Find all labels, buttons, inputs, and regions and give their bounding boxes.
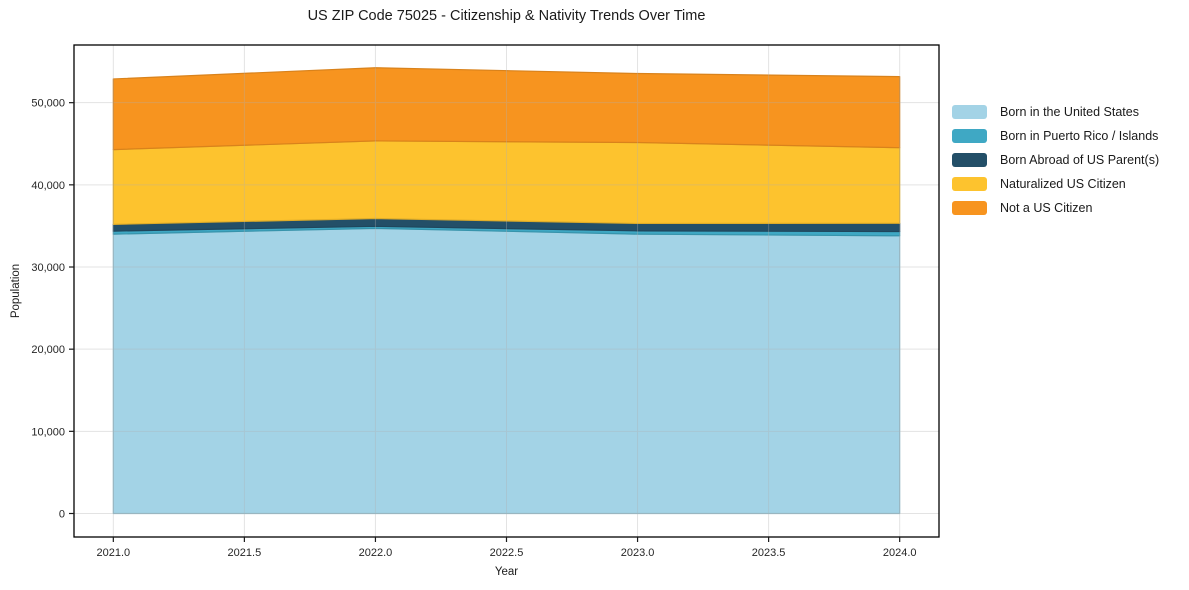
legend-swatch (952, 176, 987, 191)
legend-row-0: Born in the United States (952, 104, 1159, 119)
legend-row-3: Naturalized US Citizen (952, 176, 1159, 191)
x-tick-label: 2022.0 (359, 547, 393, 559)
area-series-4 (112, 67, 901, 151)
legend-label: Born Abroad of US Parent(s) (1000, 152, 1160, 167)
legend-swatch (952, 152, 987, 167)
x-tick-label: 2022.5 (490, 547, 524, 559)
x-tick-label: 2021.0 (96, 547, 130, 559)
y-tick-label: 0 (59, 509, 65, 521)
y-tick-label: 10,000 (31, 426, 65, 438)
y-tick-label: 30,000 (31, 262, 65, 274)
legend-label: Born in the United States (1000, 104, 1139, 119)
legend-swatch (952, 128, 987, 143)
y-tick-label: 50,000 (31, 98, 65, 110)
legend-row-4: Not a US Citizen (952, 200, 1159, 215)
x-tick-label: 2024.0 (883, 547, 917, 559)
legend-label: Not a US Citizen (1000, 200, 1093, 215)
legend-row-1: Born in Puerto Rico / Islands (952, 128, 1159, 143)
legend-label: Naturalized US Citizen (1000, 176, 1126, 191)
x-axis-label: Year (494, 566, 519, 578)
grid-layer (74, 45, 939, 537)
x-tick-label: 2023.0 (621, 547, 655, 559)
legend-swatch (952, 104, 987, 119)
legend-label: Born in Puerto Rico / Islands (1000, 128, 1159, 143)
legend: Born in the United States Born in Puerto … (952, 104, 1159, 215)
y-tick-label: 40,000 (31, 180, 65, 192)
areas-layer (112, 67, 901, 515)
x-tick-label: 2023.5 (752, 547, 786, 559)
y-axis-label: Population (10, 263, 22, 319)
y-tick-label: 20,000 (31, 344, 65, 356)
legend-row-2: Born Abroad of US Parent(s) (952, 152, 1159, 167)
ticks-layer: 0 10,000 20,000 30,000 40,000 50,000 2021.0 202… (31, 98, 916, 559)
legend-swatch (952, 200, 987, 215)
chart-title: US ZIP Code 75025 - Citizenship & Nativi… (307, 8, 706, 24)
x-tick-label: 2021.5 (228, 547, 262, 559)
